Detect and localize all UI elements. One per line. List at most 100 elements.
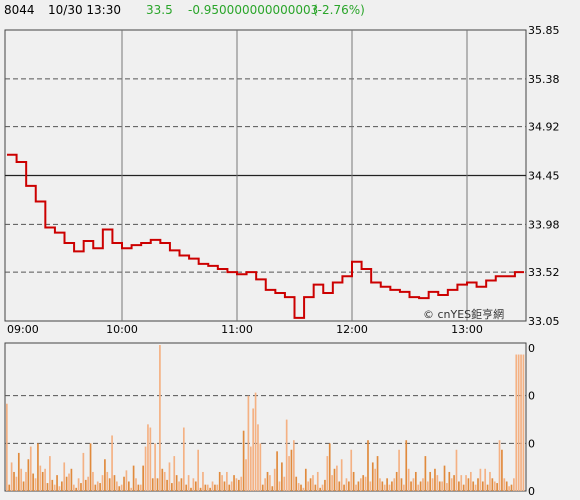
volume-bar [326,456,329,491]
volume-bar [230,481,233,491]
volume-bar [214,484,216,491]
volume-bar [513,478,515,491]
volume-bar [51,479,54,491]
volume-bar [338,481,341,491]
volume-bar [520,354,522,491]
datetime: 10/30 13:30 [48,3,121,17]
volume-bar [37,443,39,491]
volume-bar [15,476,18,491]
volume-bar [297,483,300,491]
volume-bar [223,481,226,491]
volume-bar [362,475,365,491]
volume-bar [34,478,37,491]
volume-bar [218,471,221,491]
volume-bar [285,419,288,491]
volume-bar [10,462,13,491]
volume-bar [125,470,128,491]
volume-bar [46,483,49,491]
volume-bar [228,484,231,491]
volume-bar [80,483,82,491]
volume-bar [486,484,489,491]
volume-bar [293,440,295,491]
volume-bar [505,481,508,491]
volume-bar [450,478,453,491]
volume-bar [400,478,403,491]
volume-bar [472,481,475,491]
time-x-tick-label: 12:00 [336,323,368,336]
volume-bar [316,471,319,491]
volume-bar [369,481,372,491]
volume-bar [245,459,247,491]
price-series-line [7,153,524,319]
volume-bar [29,446,32,491]
volume-bar [510,484,513,491]
volume-bar [92,471,94,491]
time-x-tick-label: 13:00 [451,323,483,336]
volume-bar [132,465,135,491]
volume-bar [343,484,345,491]
time-x-tick-label: 11:00 [221,323,253,336]
volume-bar [477,478,479,491]
volume-bar [517,354,520,491]
volume-bar [175,475,178,491]
volume-bar [302,487,305,491]
volume-bar [395,471,398,491]
volume-y-tick-label: 0 [528,437,535,450]
volume-bar [56,475,58,491]
price-y-tick-label: 33.05 [528,315,560,328]
volume-bar [398,449,400,491]
volume-bars [6,345,525,491]
volume-y-tick-label: 0 [528,342,535,355]
volume-bar [484,468,487,491]
volume-bar [120,484,123,491]
volume-bar [6,403,8,491]
volume-bar [77,478,80,491]
volume-bar [216,484,219,491]
volume-bar [393,478,396,491]
volume-bar [113,475,116,491]
volume-bar [295,476,298,491]
volume-bar [68,473,70,491]
volume-bar [422,478,424,491]
volume-bar [336,465,338,491]
volume-bar [405,440,408,491]
volume-bar [211,481,214,491]
volume-bar [65,476,68,491]
volume-bar [116,481,118,491]
price-y-tick-label: 35.85 [528,24,560,37]
volume-bar [383,484,386,491]
price-y-tick-label: 34.92 [528,121,560,134]
volume-bar [388,484,391,491]
price-change: -0.950000000000003 [188,3,318,17]
volume-bar [491,478,494,491]
volume-bar [27,459,30,491]
volume-bar [237,479,240,491]
volume-bar [99,483,101,491]
volume-bar [453,475,455,491]
volume-bar [431,478,434,491]
volume-bar [441,481,443,491]
volume-bar [249,446,252,491]
volume-bar [465,475,467,491]
volume-bar [443,465,446,491]
volume-bar [127,481,130,491]
volume-bar [144,446,147,491]
volume-bar [364,476,367,491]
volume-bar [312,475,314,491]
volume-bar [412,478,415,491]
volume-bar [333,468,336,491]
volume-bar [156,478,159,491]
last-price: 33.5 [146,3,173,17]
volume-bar [367,440,369,491]
volume-bar [321,484,324,491]
volume-bar [345,478,348,491]
volume-bar [137,484,140,491]
volume-bar [458,481,460,491]
volume-bar [254,392,257,491]
volume-bar [259,443,262,491]
volume-bar [300,484,302,491]
volume-bar [39,465,42,491]
volume-bar [111,435,113,491]
volume-bar [142,465,145,491]
